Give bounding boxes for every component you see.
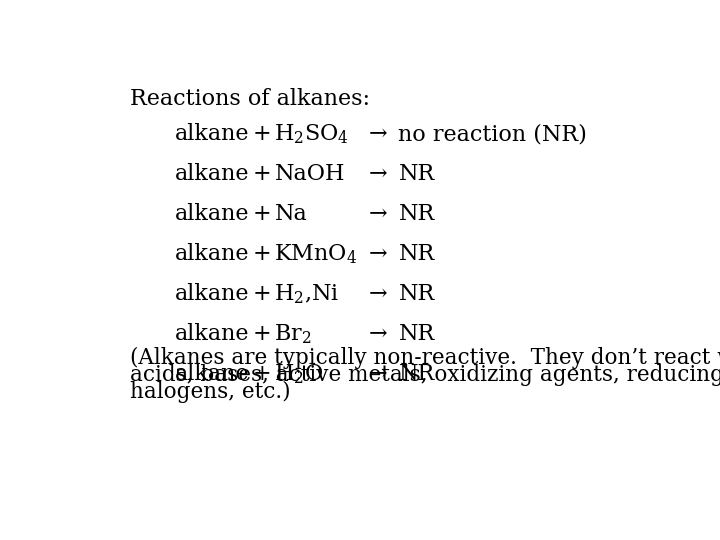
Text: NR: NR [398, 363, 435, 386]
Text: Reactions of alkanes:: Reactions of alkanes: [130, 88, 370, 110]
Text: +: + [253, 243, 271, 265]
Text: +: + [253, 323, 271, 345]
Text: →: → [369, 163, 387, 185]
Text: (Alkanes are typically non-reactive.  They don’t react with: (Alkanes are typically non-reactive. The… [130, 347, 720, 369]
Text: →: → [369, 363, 387, 386]
Text: →: → [369, 323, 387, 345]
Text: $\mathregular{H_2O}$: $\mathregular{H_2O}$ [274, 362, 323, 386]
Text: →: → [369, 284, 387, 305]
Text: →: → [369, 203, 387, 225]
Text: alkane: alkane [175, 163, 250, 185]
Text: alkane: alkane [175, 363, 250, 386]
Text: $\mathregular{H_2SO_4}$: $\mathregular{H_2SO_4}$ [274, 122, 349, 146]
Text: +: + [253, 123, 271, 145]
Text: NR: NR [398, 243, 435, 265]
Text: +: + [253, 163, 271, 185]
Text: alkane: alkane [175, 203, 250, 225]
Text: NR: NR [398, 323, 435, 345]
Text: alkane: alkane [175, 284, 250, 305]
Text: alkane: alkane [175, 243, 250, 265]
Text: →: → [369, 123, 387, 145]
Text: $\mathregular{KMnO_4}$: $\mathregular{KMnO_4}$ [274, 242, 358, 266]
Text: halogens, etc.): halogens, etc.) [130, 381, 291, 403]
Text: +: + [253, 363, 271, 386]
Text: →: → [369, 243, 387, 265]
Text: Na: Na [274, 203, 307, 225]
Text: NR: NR [398, 203, 435, 225]
Text: +: + [253, 284, 271, 305]
Text: NaOH: NaOH [274, 163, 345, 185]
Text: NR: NR [398, 284, 435, 305]
Text: acids, bases, active metals, oxidizing agents, reducing agents,: acids, bases, active metals, oxidizing a… [130, 364, 720, 386]
Text: NR: NR [398, 163, 435, 185]
Text: $\mathregular{Br_2}$: $\mathregular{Br_2}$ [274, 322, 312, 346]
Text: +: + [253, 203, 271, 225]
Text: $\mathregular{H_2}$,Ni: $\mathregular{H_2}$,Ni [274, 282, 340, 306]
Text: alkane: alkane [175, 123, 250, 145]
Text: no reaction (NR): no reaction (NR) [398, 123, 588, 145]
Text: alkane: alkane [175, 323, 250, 345]
